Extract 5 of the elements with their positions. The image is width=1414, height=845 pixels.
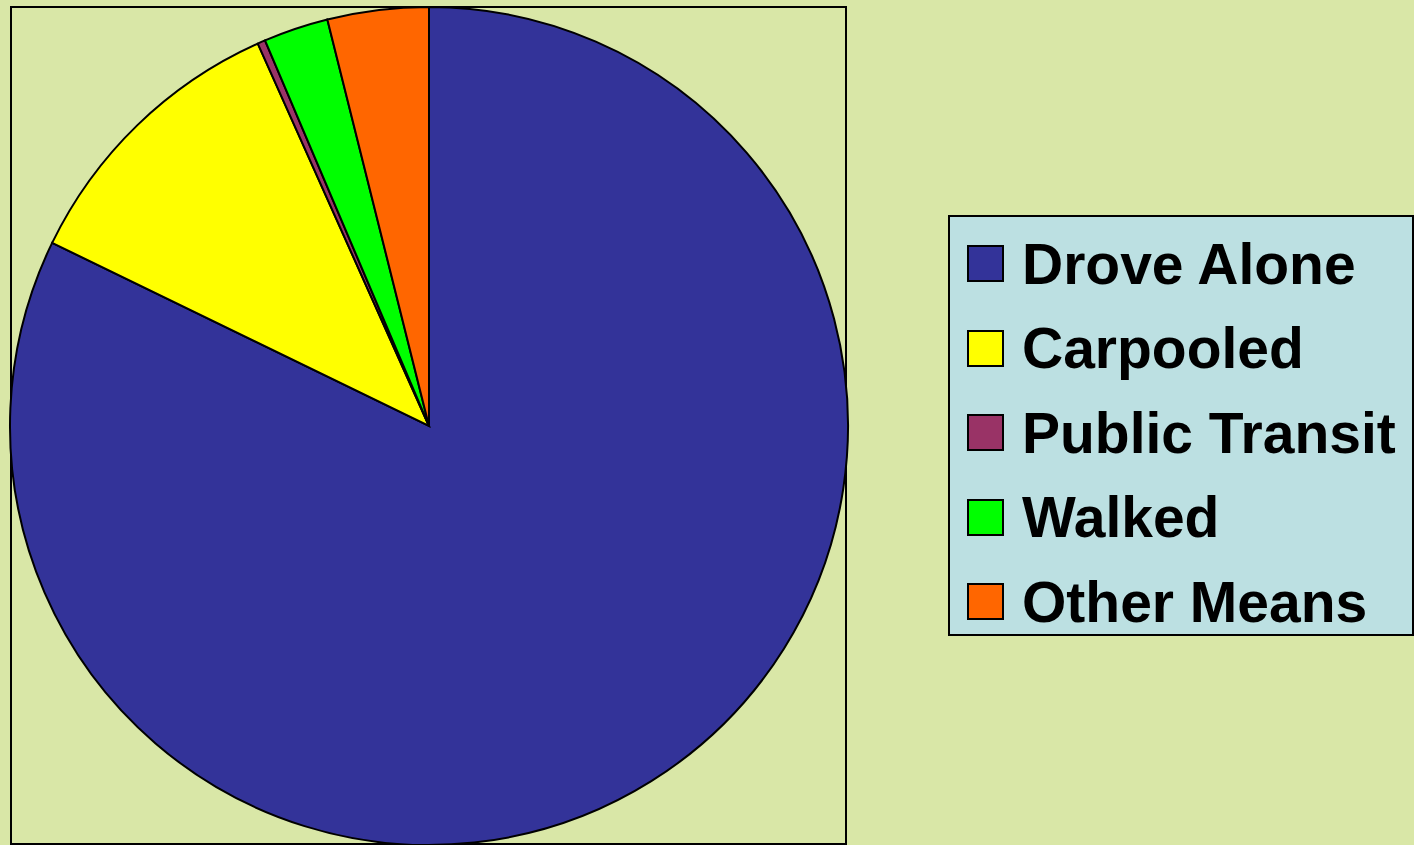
legend-label: Walked [1022,485,1220,549]
legend-label: Drove Alone [1022,231,1356,296]
legend-label: Carpooled [1022,316,1304,380]
legend-label: Other Means [1022,569,1368,634]
legend-label: Public Transit [1022,400,1396,465]
